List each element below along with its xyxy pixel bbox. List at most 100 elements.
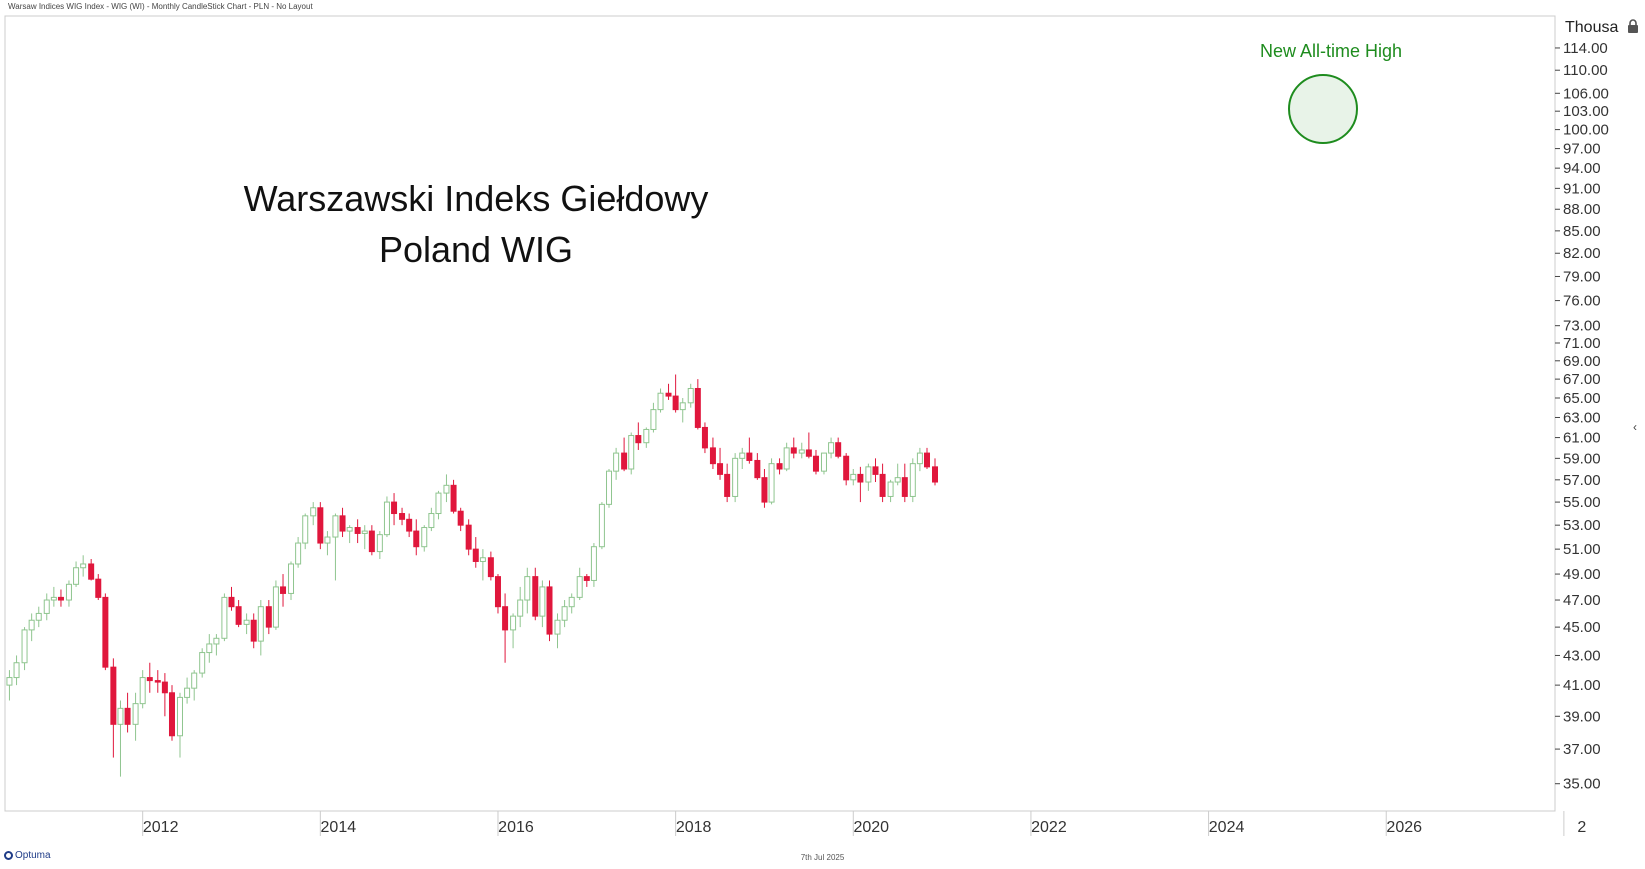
y-tick-label: 114.00	[1563, 40, 1608, 57]
candle-body	[732, 457, 739, 497]
candle-body	[161, 681, 168, 694]
y-tick-label: 79.00	[1563, 268, 1601, 285]
candle	[717, 447, 724, 480]
candle-body	[57, 596, 64, 601]
candle	[790, 437, 797, 459]
candle-body	[635, 435, 642, 444]
candle	[657, 388, 664, 413]
candle-body	[554, 619, 561, 635]
x-tick-label: 2018	[676, 819, 712, 836]
candle-body	[43, 599, 50, 614]
candle-body	[406, 518, 413, 532]
candle-body	[805, 449, 812, 457]
y-tick-label: 55.00	[1563, 494, 1601, 511]
candle	[643, 427, 650, 448]
collapse-panel-icon[interactable]: ‹	[1633, 420, 1637, 434]
candle	[457, 507, 464, 532]
candle	[280, 574, 287, 607]
candle	[872, 458, 879, 483]
candle-body	[657, 392, 664, 411]
y-tick-label: 85.00	[1563, 223, 1601, 240]
candle-body	[724, 473, 731, 497]
candle-body	[272, 586, 279, 628]
chart-header-title: Warsaw Indices WIG Index - WIG (WI) - Mo…	[8, 2, 313, 11]
candle-body	[21, 629, 28, 664]
y-tick-label: 94.00	[1563, 160, 1601, 177]
candle-body	[280, 586, 287, 594]
candle-body	[887, 481, 894, 497]
candle-body	[643, 428, 650, 444]
candle-body	[590, 546, 597, 581]
candle-body	[450, 484, 457, 512]
candle	[228, 586, 235, 611]
lock-icon[interactable]	[1626, 18, 1640, 34]
candle	[887, 479, 894, 503]
candle-body	[235, 606, 242, 625]
candle-body	[850, 473, 857, 481]
candle-body	[399, 513, 406, 520]
candle-body	[168, 692, 175, 737]
candle	[665, 383, 672, 400]
candle	[739, 447, 746, 470]
x-tick-label: 2012	[143, 819, 179, 836]
candle-body	[28, 619, 35, 631]
candle	[257, 600, 264, 656]
candle-body	[598, 503, 605, 548]
candle-body	[132, 703, 139, 725]
candle-body	[421, 527, 428, 548]
candle-body	[65, 583, 72, 601]
candle-body	[191, 672, 198, 689]
candle	[820, 452, 827, 475]
candle-body	[628, 435, 635, 470]
candle	[272, 580, 279, 630]
candle-body	[532, 576, 539, 617]
y-tick-label: 49.00	[1563, 566, 1601, 583]
candle	[857, 466, 864, 503]
candle	[709, 437, 716, 470]
y-tick-label: 39.00	[1563, 708, 1601, 725]
candle	[554, 613, 561, 649]
y-tick-label: 67.00	[1563, 371, 1601, 388]
candle	[628, 432, 635, 475]
candle-body	[199, 652, 206, 674]
candle-body	[761, 477, 768, 503]
candle	[679, 398, 686, 423]
candle	[65, 580, 72, 607]
candle	[746, 437, 753, 464]
candle	[391, 493, 398, 526]
candle-body	[228, 596, 235, 608]
candle	[546, 580, 553, 642]
candle	[450, 479, 457, 514]
candle-body	[221, 596, 228, 639]
x-tick-label: 2022	[1031, 819, 1067, 836]
candle-body	[768, 463, 775, 503]
candle-body	[812, 455, 819, 472]
ath-highlight-circle	[1288, 74, 1358, 144]
candle-body	[35, 612, 42, 621]
candle	[413, 519, 420, 556]
candle	[132, 692, 139, 741]
candle	[510, 613, 517, 649]
candle	[421, 525, 428, 552]
candle-body	[428, 513, 435, 529]
y-tick-label: 100.00	[1563, 122, 1609, 139]
candle	[865, 463, 872, 491]
candle	[102, 593, 109, 671]
candle-body	[102, 596, 109, 668]
candle-body	[435, 492, 442, 515]
candle	[479, 549, 486, 581]
y-tick-label: 106.00	[1563, 85, 1609, 102]
candle-body	[517, 599, 524, 617]
candle	[932, 458, 938, 486]
candle-body	[413, 530, 420, 548]
candle	[583, 574, 590, 587]
candle	[561, 600, 568, 628]
candle-body	[909, 463, 916, 497]
candle-body	[257, 606, 264, 642]
candle-body	[739, 452, 746, 459]
candle-body	[820, 452, 827, 472]
candle	[21, 627, 28, 671]
candle-body	[709, 447, 716, 465]
candle-body	[265, 606, 272, 628]
